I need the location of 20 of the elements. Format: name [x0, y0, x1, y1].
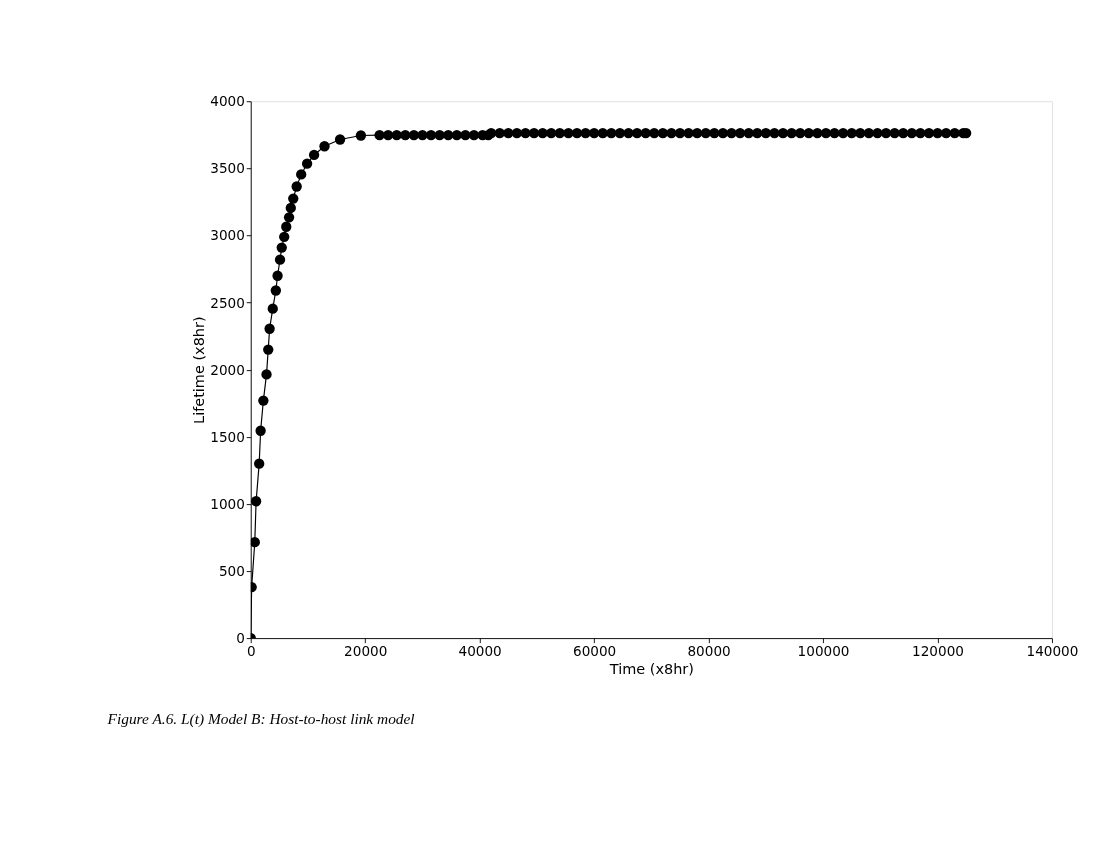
x-tick-label: 60000 — [573, 642, 617, 659]
x-tick-label: 40000 — [458, 642, 502, 659]
x-tick-label: 120000 — [912, 642, 964, 659]
y-tick-label: 2500 — [210, 294, 245, 311]
x-tick-label: 0 — [246, 642, 256, 659]
y-tick-label: 0 — [236, 630, 245, 647]
y-tick-label: 500 — [218, 563, 245, 579]
x-tick-label: 100000 — [797, 642, 850, 659]
x-axis-title: Time (x8hr) — [608, 660, 694, 677]
y-tick-label: 3000 — [210, 227, 245, 244]
y-tick-label: 3500 — [210, 160, 245, 177]
y-tick-label: 1000 — [210, 495, 245, 512]
text: Figure A.6. L(t) Model B: Host-to-host link model — [106, 710, 415, 729]
x-tick-label: 20000 — [344, 642, 388, 659]
y-axis-title: Lifetime (x8hr) — [191, 316, 207, 424]
y-tick-label: 1500 — [210, 428, 245, 445]
x-tick-label: 80000 — [687, 642, 731, 659]
y-tick-label: 4000 — [210, 93, 245, 110]
y-tick-label: 2000 — [210, 361, 245, 378]
x-tick-label: 140000 — [1026, 642, 1079, 659]
